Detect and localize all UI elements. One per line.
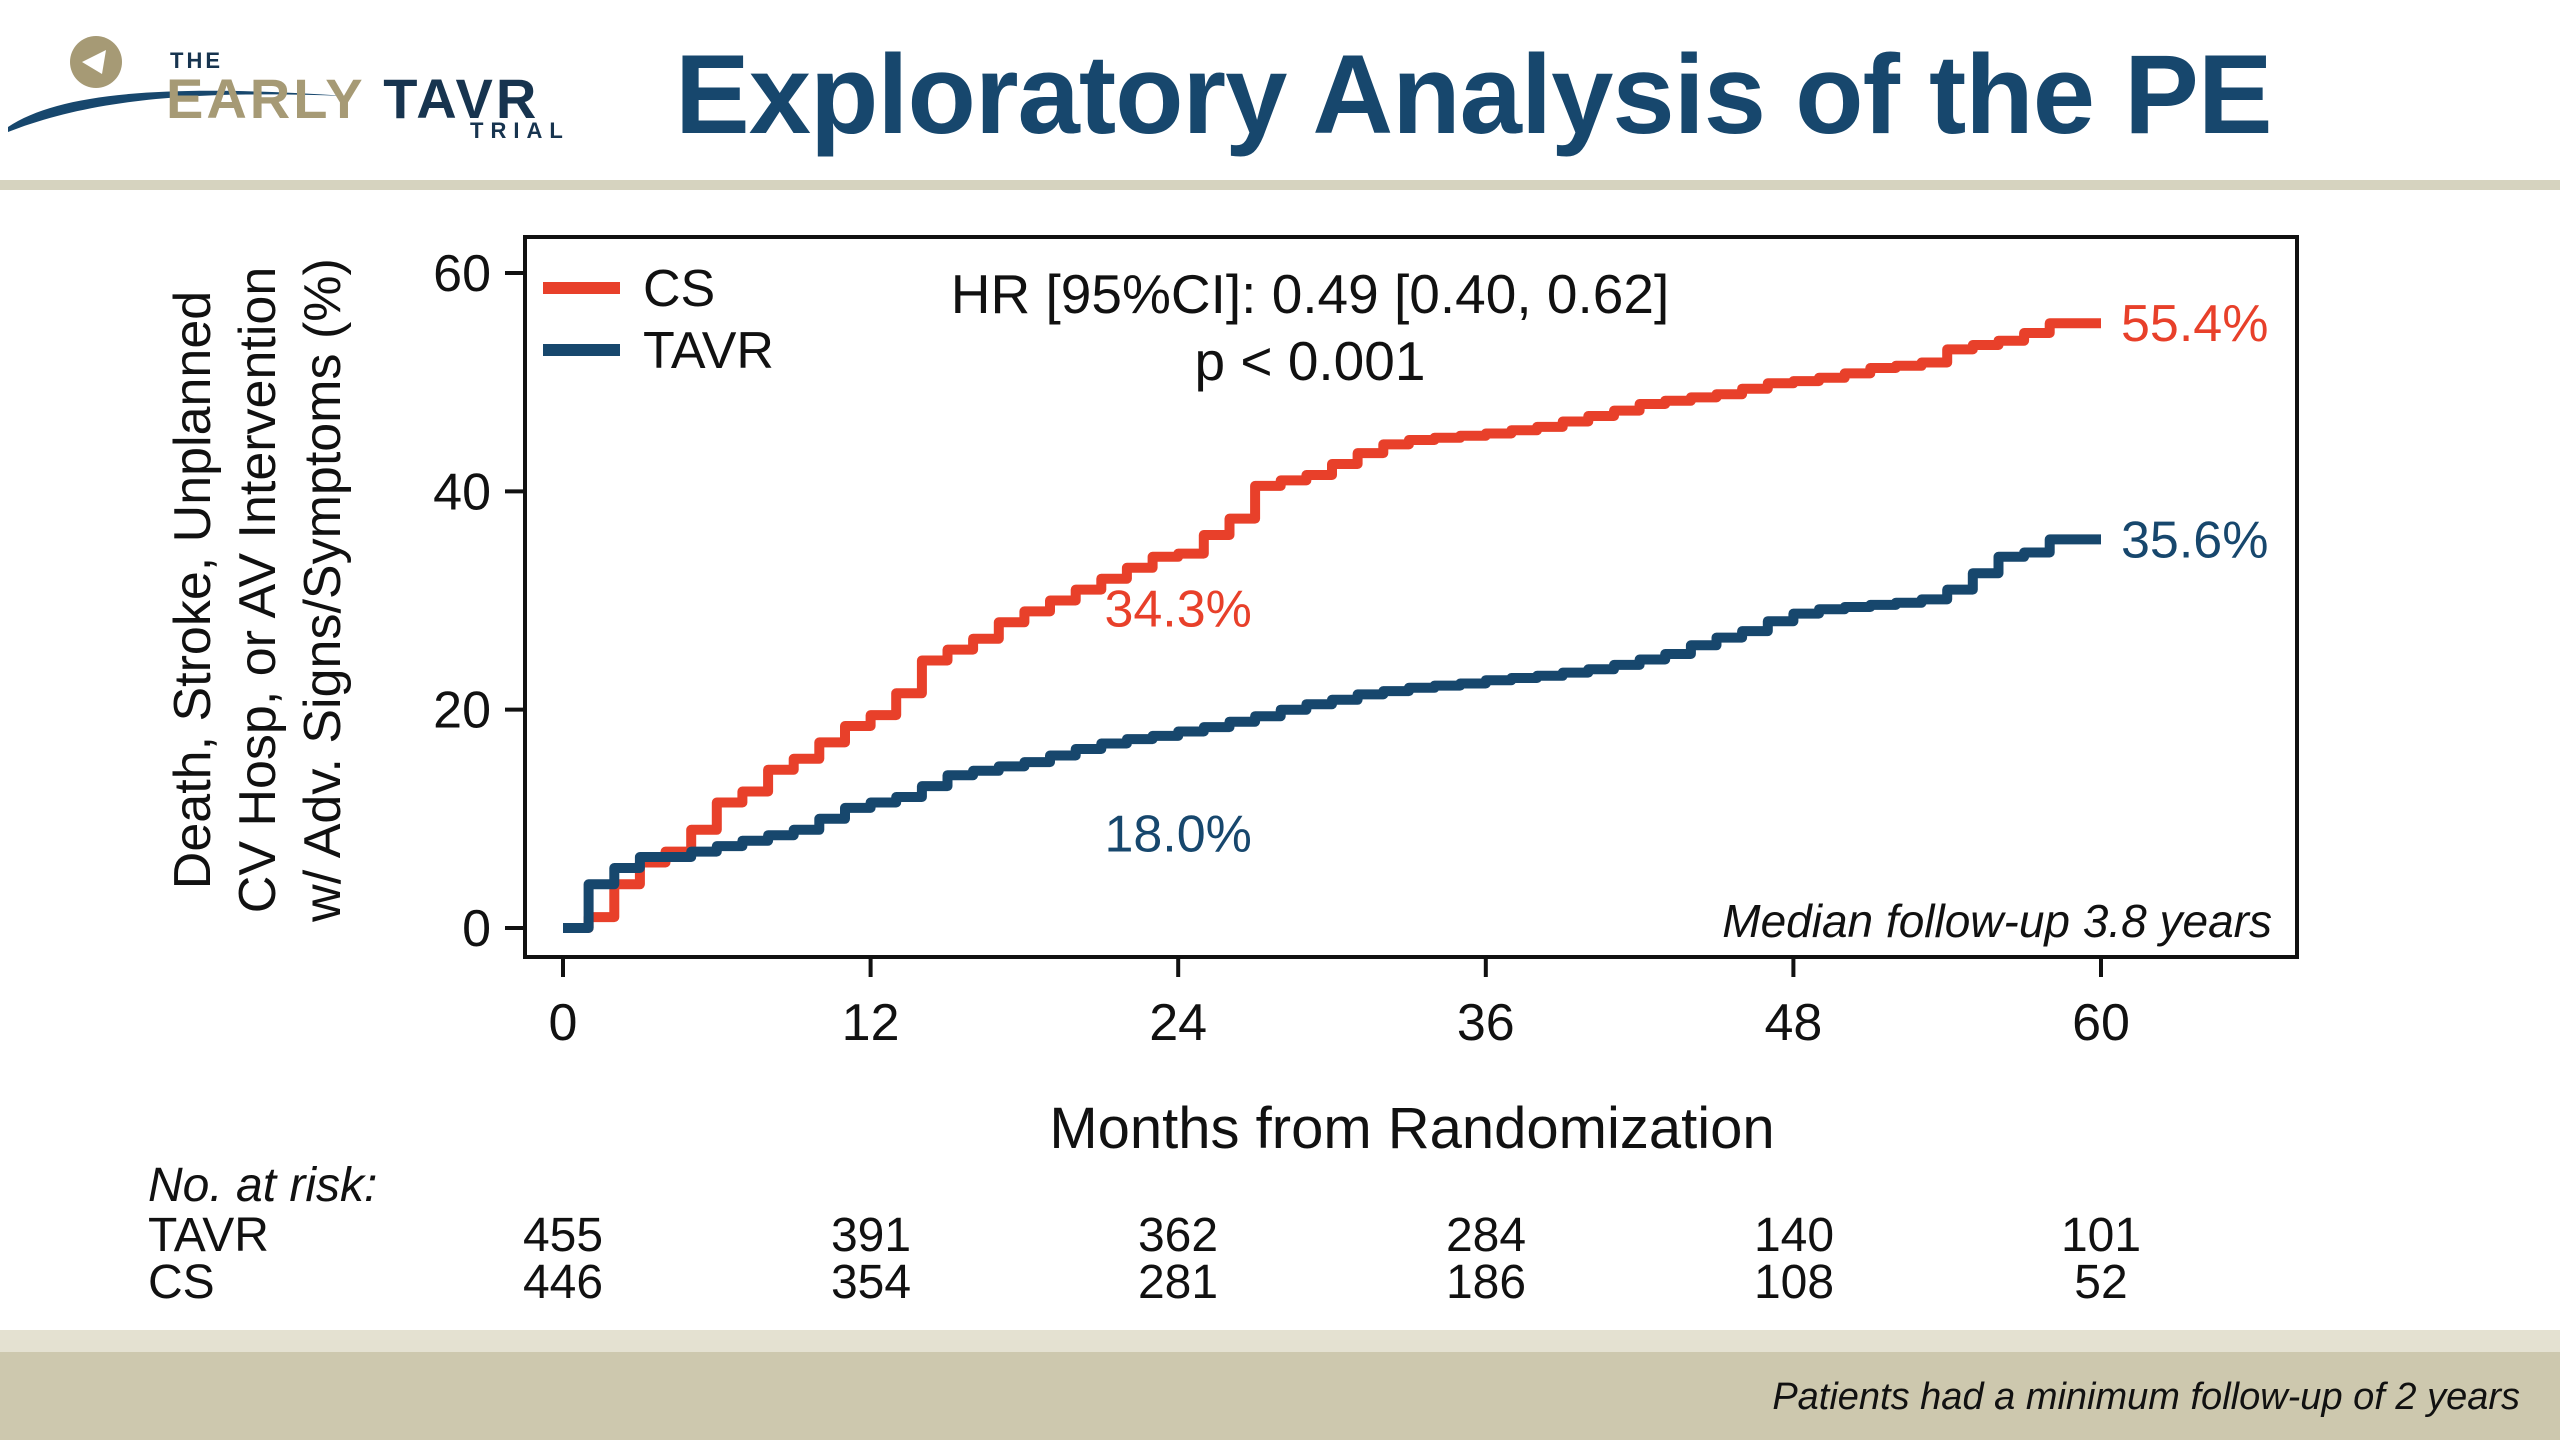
kaplan-meier-chart: Death, Stroke, Unplanned CV Hosp, or AV I… — [164, 235, 2299, 1161]
logo-tavr-text: TAVR — [383, 67, 540, 130]
logo-early-text: EARLY — [166, 67, 365, 130]
at-risk-value: 446 — [522, 1256, 604, 1309]
at-risk-value: 284 — [1445, 1209, 1527, 1262]
x-axis-label: Months from Randomization — [1049, 1096, 1774, 1161]
at-risk-label: CS — [148, 1256, 215, 1309]
end-value-label: 55.4% — [2121, 295, 2268, 353]
x-tick-label: 36 — [1457, 994, 1515, 1052]
at-risk-table: No. at risk: TAVR 455 391 362 284 140 10… — [0, 1150, 2560, 1330]
at-risk-value: 140 — [1753, 1209, 1835, 1262]
logo-the-text: THE — [170, 48, 223, 73]
at-risk-row-tavr: TAVR 455 391 362 284 140 101 — [0, 1208, 2560, 1262]
at-risk-value: 354 — [830, 1256, 912, 1309]
at-risk-row-cs: CS 446 354 281 186 108 52 — [0, 1255, 2560, 1309]
x-tick-label: 60 — [2072, 994, 2130, 1052]
y-tick-label: 40 — [433, 463, 491, 521]
y-axis-label-line: CV Hosp, or AV Intervention — [229, 267, 287, 913]
logo-wordmark: EARLY TAVR — [166, 66, 539, 131]
series-line-cs — [563, 318, 2101, 933]
footer-band — [0, 1330, 2560, 1352]
p-value-text: p < 0.001 — [1195, 330, 1426, 392]
y-axis-label: Death, Stroke, Unplanned CV Hosp, or AV I… — [164, 258, 352, 923]
early-tavr-logo: THE EARLY TAVR TRIAL — [0, 22, 620, 172]
slide-footer: Patients had a minimum follow-up of 2 ye… — [0, 1330, 2560, 1440]
x-tick-label: 0 — [549, 994, 578, 1052]
legend-label: CS — [643, 260, 715, 318]
x-tick-label: 12 — [842, 994, 900, 1052]
end-value-label: 35.6% — [2121, 511, 2268, 569]
x-tick-label: 48 — [1764, 994, 1822, 1052]
series-lines: 55.4% 35.6% 34.3% 18.0% — [563, 295, 2268, 933]
title-divider — [0, 180, 2560, 190]
at-risk-value: 101 — [2060, 1209, 2142, 1262]
y-tick-label: 0 — [462, 900, 491, 958]
slide-title: Exploratory Analysis of the PE — [675, 32, 2273, 157]
y-axis-label-line: Death, Stroke, Unplanned — [164, 291, 222, 889]
at-risk-heading: No. at risk: — [148, 1159, 378, 1212]
y-tick-label: 20 — [433, 682, 491, 740]
annotation-label: 34.3% — [1104, 581, 1251, 639]
axes: 0 12 24 36 48 60 0 20 40 60 — [433, 245, 2130, 1052]
at-risk-value: 455 — [522, 1209, 604, 1262]
at-risk-value: 108 — [1753, 1256, 1835, 1309]
y-axis-label-line: w/ Adv. Signs/Symptoms (%) — [294, 258, 352, 923]
annotation-label: 18.0% — [1104, 806, 1251, 864]
series-line-tavr — [563, 534, 2101, 933]
at-risk-value: 281 — [1137, 1256, 1219, 1309]
logo-swoosh-icon — [8, 36, 345, 132]
at-risk-label: TAVR — [148, 1209, 269, 1262]
slide-header: THE EARLY TAVR TRIAL Exploratory Analysi… — [0, 0, 2560, 190]
plot-frame — [523, 235, 2299, 959]
at-risk-value: 52 — [2074, 1256, 2128, 1309]
median-followup-note: Median follow-up 3.8 years — [1722, 895, 2272, 947]
footnote-text: Patients had a minimum follow-up of 2 ye… — [1772, 1376, 2520, 1418]
legend-label: TAVR — [643, 322, 774, 380]
y-tick-label: 60 — [433, 245, 491, 303]
at-risk-value: 186 — [1445, 1256, 1527, 1309]
at-risk-value: 391 — [830, 1209, 912, 1262]
x-tick-label: 24 — [1149, 994, 1207, 1052]
at-risk-value: 362 — [1137, 1209, 1219, 1262]
logo-trial-text: TRIAL — [470, 118, 570, 143]
hazard-ratio-text: HR [95%CI]: 0.49 [0.40, 0.62] — [951, 263, 1669, 325]
